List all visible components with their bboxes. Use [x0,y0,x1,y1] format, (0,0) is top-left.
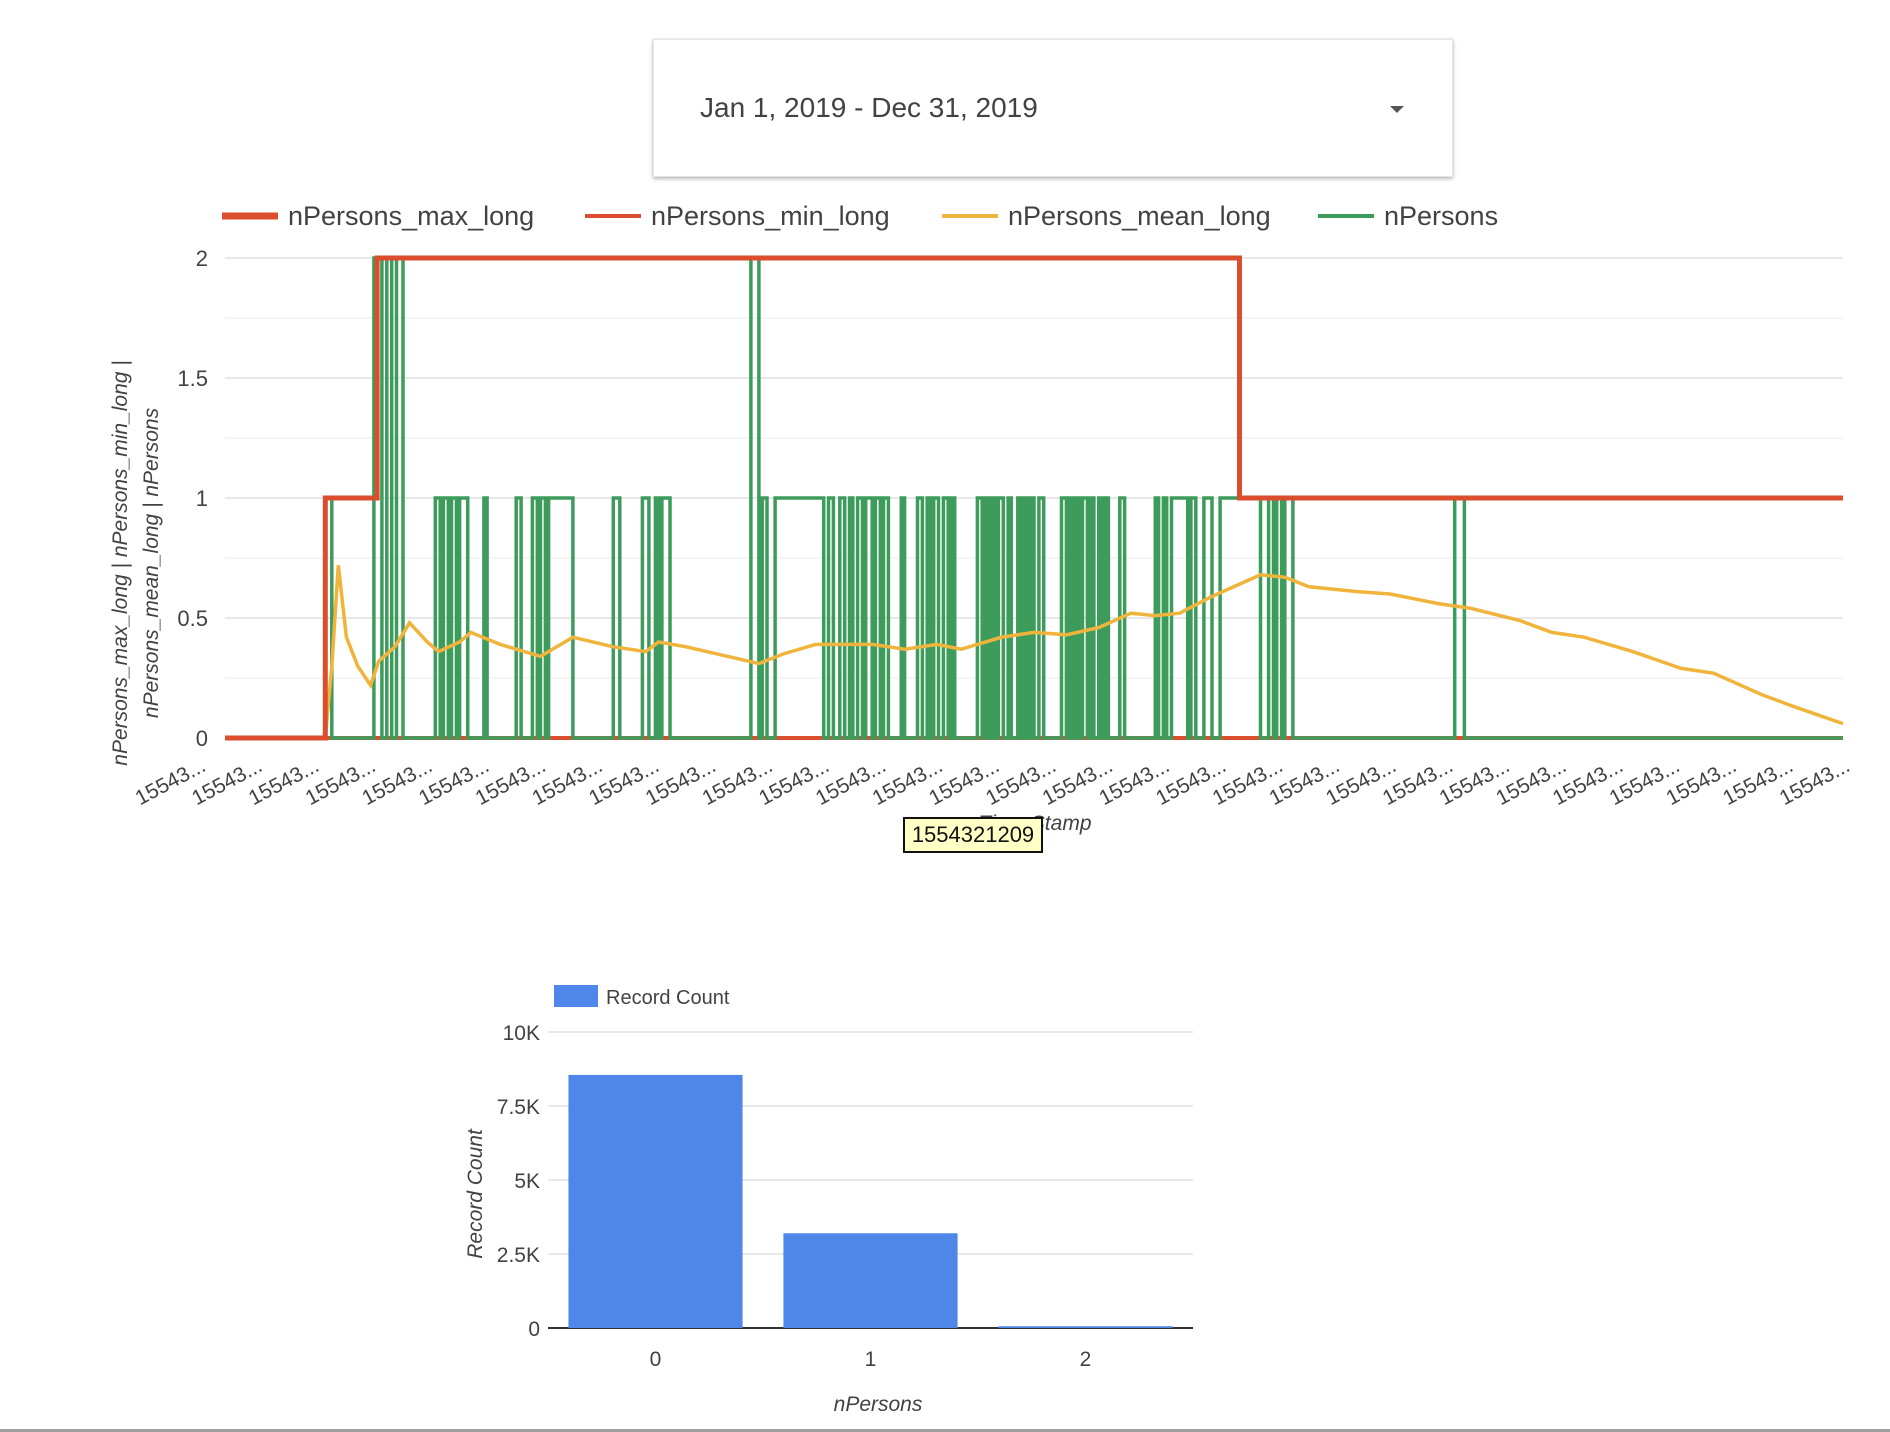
bar-chart-x-axis-title: nPersons [834,1393,923,1416]
x-tick-label: 0 [650,1348,662,1371]
line-chart-series [225,255,1844,741]
y-tick-label: 10K [503,1022,540,1045]
bar-chart-y-axis-title: Record Count [464,1128,487,1259]
y-tick-label: 2 [196,246,208,271]
y-tick-label: 0 [196,726,208,751]
legend-item-nPersons[interactable]: nPersons [1318,201,1498,231]
legend-item-nPersons_mean_long[interactable]: nPersons_mean_long [942,201,1271,231]
legend-item-nPersons_max_long[interactable]: nPersons_max_long [222,201,534,231]
bar-0[interactable] [568,1074,743,1328]
bar-1[interactable] [783,1233,958,1328]
line-chart-y-axis-title-line2: nPersons_mean_long | nPersons [140,407,163,718]
line-chart: nPersons_max_long nPersons_min_long nPerso… [109,201,1854,853]
date-range-label: Jan 1, 2019 - Dec 31, 2019 [700,92,1038,123]
series-line-nPersons [225,256,1843,740]
y-tick-label: 7.5K [497,1096,540,1119]
bar-chart-bars [568,1074,1173,1328]
page-bottom-rule [0,1429,1890,1432]
y-tick-label: 0.5 [177,606,208,631]
legend-label: nPersons_min_long [651,201,890,231]
legend-item-nPersons_min_long[interactable]: nPersons_min_long [585,201,890,231]
line-chart-x-ticks: 15543...15543...15543...15543...15543...… [132,754,1854,810]
legend-label: nPersons [1384,201,1498,231]
y-tick-label: 0 [528,1318,540,1341]
bar-chart-legend: Record Count [554,985,730,1009]
line-chart-y-axis-title-line1: nPersons_max_long | nPersons_min_long | [109,360,132,765]
line-chart-y-ticks: 0 0.5 1 1.5 2 [177,246,208,751]
hover-tooltip-text: 1554321209 [912,822,1034,847]
legend-label: nPersons_mean_long [1008,201,1271,231]
y-tick-label: 5K [514,1170,540,1193]
legend-label: nPersons_max_long [288,201,534,231]
bar-chart-y-ticks: 0 2.5K 5K 7.5K 10K [497,1022,540,1341]
hover-tooltip: 1554321209 [903,817,1043,853]
dropdown-caret-icon[interactable] [1390,106,1404,113]
bar-chart-x-ticks: 0 1 2 [650,1348,1092,1371]
series-line-nPersons_max_long [225,255,1843,741]
x-tick-label: 1 [865,1348,877,1371]
y-tick-label: 2.5K [497,1244,540,1267]
bar-chart-legend-label: Record Count [606,987,730,1009]
bar-chart-legend-swatch [554,985,598,1007]
line-chart-legend: nPersons_max_long nPersons_min_long nPerso… [222,201,1498,231]
y-tick-label: 1.5 [177,366,208,391]
series-line-nPersons_mean_long [225,565,1844,740]
bar-chart: Record Count 0 2.5K 5K 7.5K 10K 0 1 2 Record C… [464,985,1193,1416]
bar-2[interactable] [998,1326,1173,1328]
y-tick-label: 1 [196,486,208,511]
x-tick-label: 2 [1080,1348,1092,1371]
date-range-picker[interactable]: Jan 1, 2019 - Dec 31, 2019 [653,39,1453,177]
